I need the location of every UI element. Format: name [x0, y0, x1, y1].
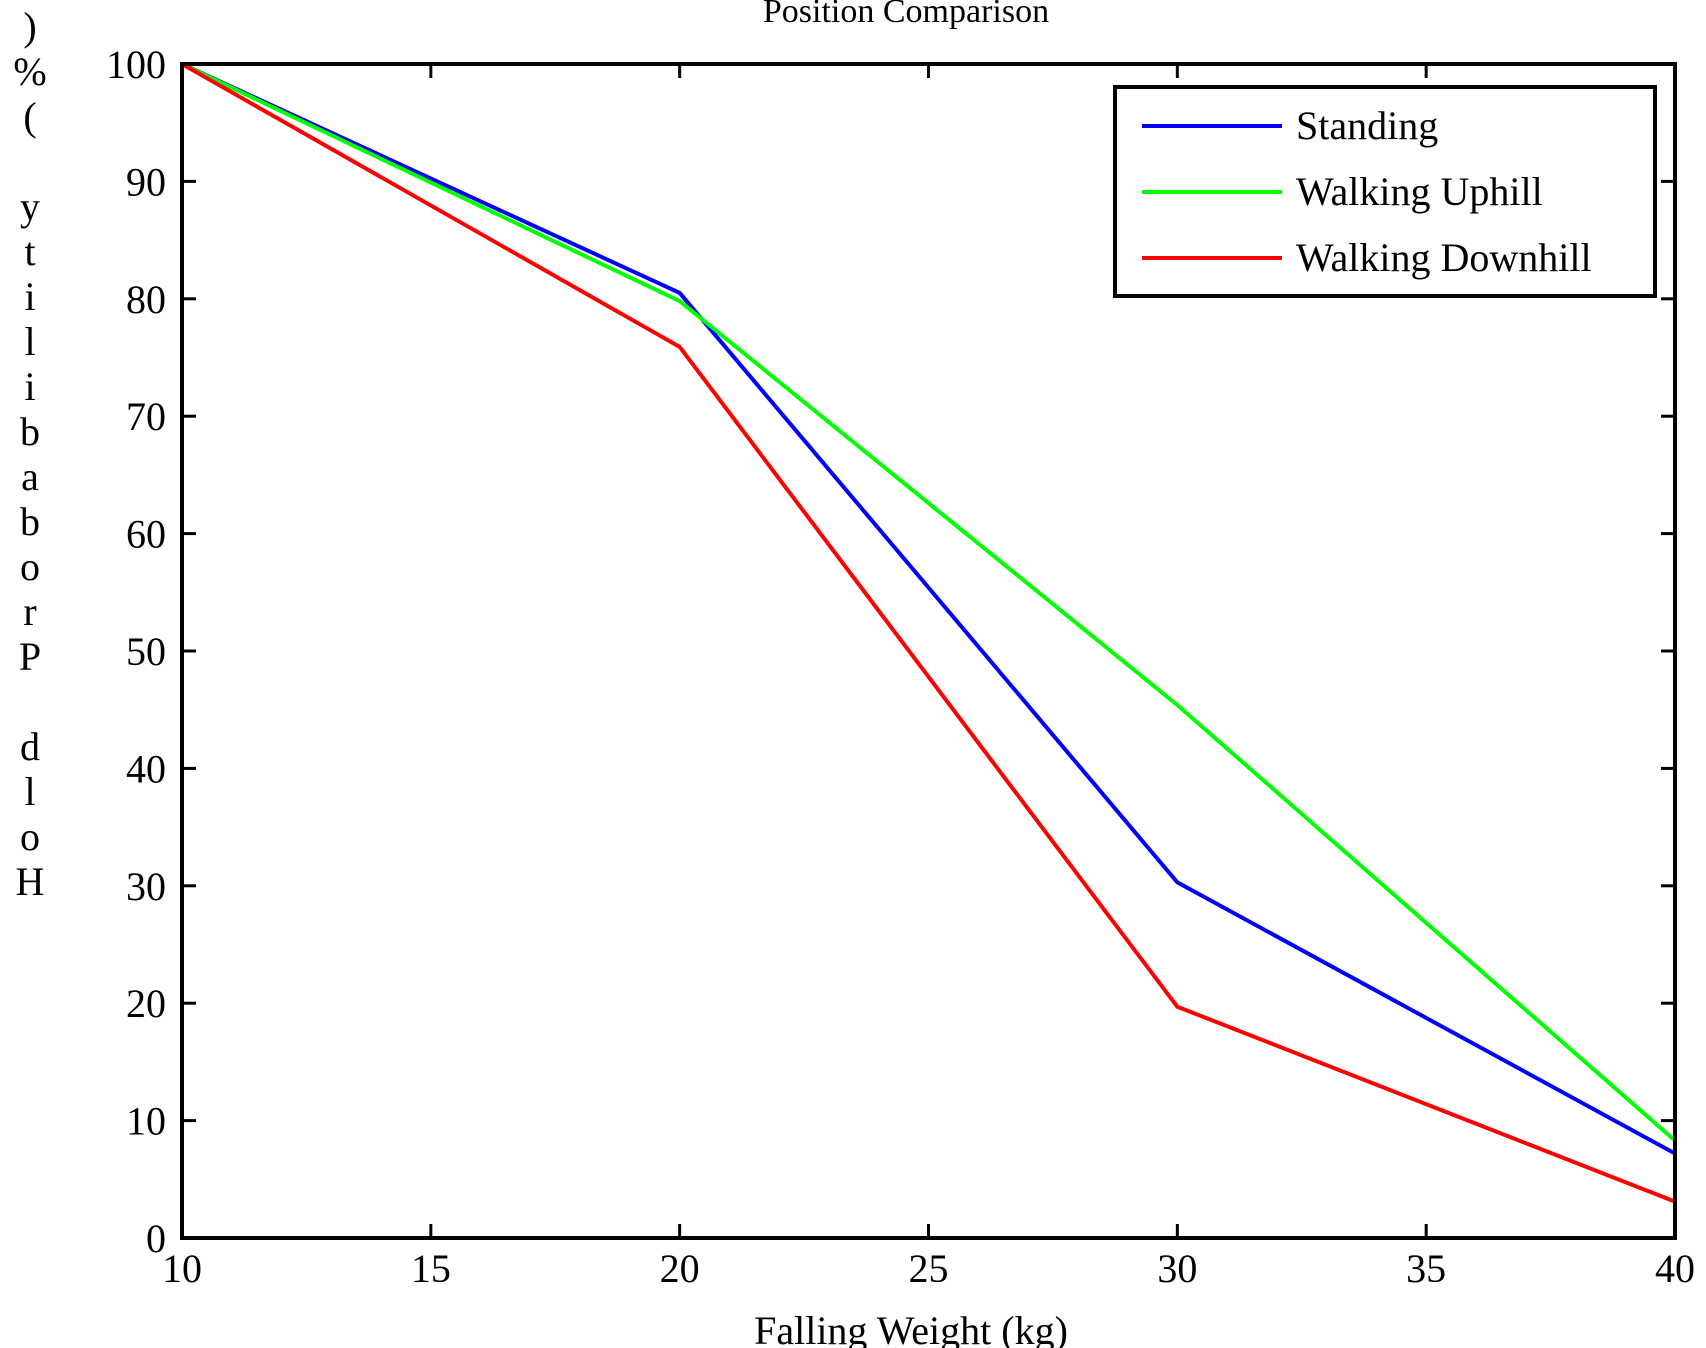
y-axis-label-char: %	[13, 49, 46, 94]
y-axis-label-char: y	[20, 184, 40, 229]
y-tick-label: 50	[126, 629, 166, 674]
y-axis-label-char: t	[24, 229, 35, 274]
legend-label-2: Walking Uphill	[1296, 169, 1543, 214]
y-axis-label-char: i	[24, 364, 35, 409]
axis-ticks	[180, 62, 1677, 1240]
y-axis-label-char: a	[21, 454, 39, 499]
legend-label-1: Standing	[1296, 103, 1438, 148]
y-tick-label: 90	[126, 159, 166, 204]
y-tick-label: 30	[126, 864, 166, 909]
y-tick-label: 20	[126, 981, 166, 1026]
series-lines	[181, 62, 1677, 1204]
legend: Standing Walking Uphill Walking Downhill	[1113, 85, 1657, 298]
y-axis-label-char: r	[23, 589, 36, 634]
y-tick-label: 0	[146, 1216, 166, 1261]
y-axis-label-char: )	[23, 4, 36, 49]
y-axis-label-char: l	[24, 769, 35, 814]
chart-title: Position Comparison	[763, 0, 1049, 30]
legend-label-3: Walking Downhill	[1296, 235, 1592, 280]
y-axis-label-char: (	[23, 94, 36, 139]
x-tick-label: 30	[1157, 1246, 1197, 1291]
y-tick-label: 10	[126, 1099, 166, 1144]
y-axis-label-char: o	[20, 544, 40, 589]
y-axis-label-char: l	[24, 319, 35, 364]
y-axis-label-char: b	[20, 409, 40, 454]
y-tick-label: 40	[126, 746, 166, 791]
x-tick-label: 15	[411, 1246, 451, 1291]
x-tick-label: 35	[1406, 1246, 1446, 1291]
x-tick-label: 25	[909, 1246, 949, 1291]
series-line-1	[181, 62, 1676, 1156]
y-axis-label-char: o	[20, 814, 40, 859]
y-axis-label-char: i	[24, 274, 35, 319]
series-line-3	[181, 62, 1676, 1204]
series-line-2	[181, 62, 1677, 1143]
x-tick-label: 40	[1655, 1246, 1695, 1291]
y-tick-label: 100	[106, 42, 166, 87]
y-tick-label: 60	[126, 512, 166, 557]
y-tick-label: 80	[126, 277, 166, 322]
y-axis-label-char: d	[20, 724, 40, 769]
y-tick-label: 70	[126, 394, 166, 439]
x-axis-label: Falling Weight (kg)	[754, 1308, 1068, 1348]
y-axis-label-char: b	[20, 499, 40, 544]
x-tick-label: 20	[660, 1246, 700, 1291]
x-tick-label: 10	[162, 1246, 202, 1291]
y-axis-label-char: H	[16, 859, 45, 904]
y-axis-label-char: P	[19, 634, 41, 679]
